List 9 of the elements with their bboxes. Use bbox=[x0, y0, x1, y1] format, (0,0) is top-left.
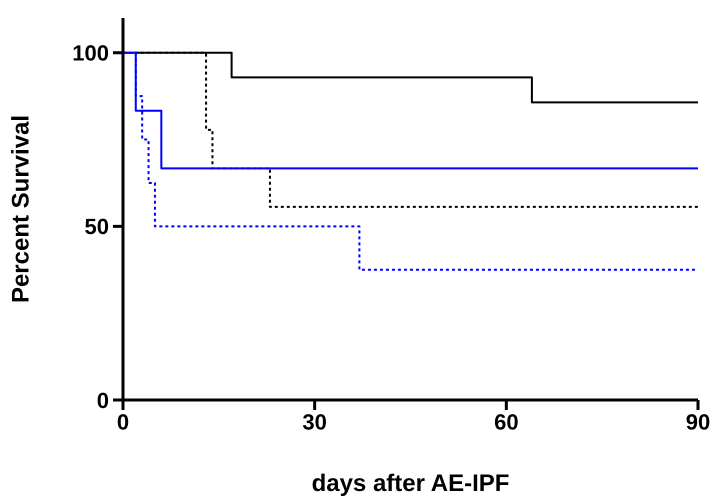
x-tick-label: 60 bbox=[494, 410, 519, 435]
y-tick-label: 100 bbox=[72, 40, 109, 66]
y-tick-label: 0 bbox=[96, 388, 109, 413]
x-tick-label: 90 bbox=[686, 410, 710, 435]
x-tick-label: 0 bbox=[116, 410, 130, 435]
x-tick-label: 30 bbox=[302, 410, 327, 435]
y-tick-label: 50 bbox=[84, 214, 109, 240]
y-axis-title: Percent Survival bbox=[8, 114, 35, 304]
x-axis-title: days after AE-IPF bbox=[312, 470, 510, 497]
